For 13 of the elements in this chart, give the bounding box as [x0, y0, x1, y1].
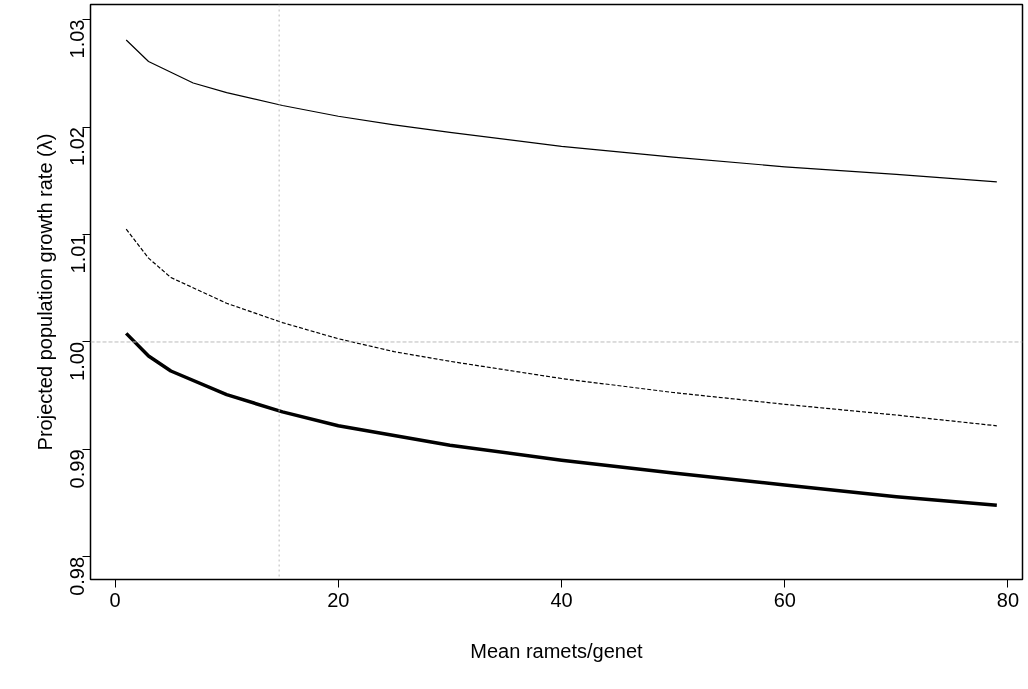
- x-tick-label: 60: [773, 588, 796, 611]
- y-tick-label: 1.01: [66, 234, 89, 274]
- y-tick-label: 0.98: [66, 556, 89, 596]
- x-tick-label: 40: [550, 588, 573, 611]
- x-axis-title: Mean ramets/genet: [470, 639, 644, 662]
- x-tick-label: 0: [109, 588, 121, 611]
- x-tick-label: 80: [996, 588, 1020, 611]
- y-tick-label: 1.02: [66, 127, 89, 166]
- y-axis-title: Projected population growth rate (λ): [33, 133, 56, 451]
- y-tick-label: 0.99: [66, 449, 89, 489]
- x-tick-label: 20: [327, 588, 350, 611]
- y-tick-label: 1.03: [66, 19, 89, 59]
- y-tick-label: 1.00: [66, 341, 89, 381]
